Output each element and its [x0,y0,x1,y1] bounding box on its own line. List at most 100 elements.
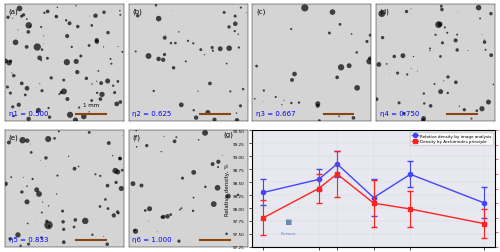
Point [426,104,434,108]
Point [23,87,31,91]
Point [400,112,408,116]
Point [88,233,96,237]
Point [72,5,80,9]
Point [88,24,96,28]
Point [239,88,247,92]
Point [32,188,40,192]
Point [201,131,209,135]
Point [290,73,298,77]
Point [430,83,438,87]
Point [60,227,68,231]
Point [12,38,20,42]
Point [208,162,216,166]
Point [464,49,472,53]
Point [82,77,90,81]
Point [35,192,43,196]
Point [287,28,295,32]
Point [403,73,411,77]
Point [235,46,243,50]
Point [159,58,167,62]
Point [168,10,175,14]
Point [26,142,34,146]
Point [234,33,242,37]
Point [32,86,40,90]
Point [106,58,114,62]
Point [138,184,145,188]
Point [399,54,407,58]
Point [98,93,106,97]
Point [70,225,78,229]
Point [38,236,46,240]
Point [60,240,68,244]
Point [80,115,88,119]
Point [478,33,486,37]
Point [10,74,18,78]
Point [4,86,12,90]
Point [436,90,444,94]
Point [328,11,336,15]
Point [154,58,162,62]
Point [145,219,153,223]
Point [189,209,197,213]
Point [432,34,440,38]
Point [118,187,126,191]
Point [166,213,174,217]
Point [168,192,176,196]
Point [20,90,28,94]
Point [38,211,46,215]
Point [190,196,198,200]
Point [116,157,124,161]
Text: ▪: ▪ [285,216,292,226]
Point [100,11,108,15]
Point [230,30,238,34]
Point [64,143,72,147]
Point [487,13,495,17]
Point [108,62,116,67]
Point [77,55,85,59]
Point [390,55,398,59]
Point [214,160,222,164]
Point [52,192,60,196]
Point [4,16,12,20]
Point [20,176,28,180]
Point [487,54,495,58]
Text: (d): (d) [380,9,390,15]
Point [96,174,104,178]
Point [118,51,126,55]
Point [18,82,26,86]
Point [216,48,224,52]
Point [484,61,492,65]
Point [407,8,415,12]
Point [280,99,288,103]
Point [62,19,70,23]
Point [74,25,82,29]
Point [15,103,23,107]
Text: η1 = 0.500: η1 = 0.500 [8,111,48,117]
Point [97,82,105,86]
Point [100,234,108,238]
Point [68,46,76,50]
Point [66,113,74,117]
Point [24,242,32,246]
Point [419,119,427,123]
Point [170,67,177,71]
Point [88,83,96,87]
Point [24,222,32,226]
Point [350,116,358,120]
Point [88,99,96,103]
Point [109,84,117,88]
Point [8,17,16,21]
Point [130,228,138,232]
Point [102,198,110,202]
Point [438,42,446,46]
Point [17,190,25,194]
Point [92,80,100,84]
Point [468,117,475,121]
Point [378,13,386,17]
Point [214,186,222,190]
Point [333,76,341,80]
Point [234,193,242,197]
Point [410,55,418,59]
Point [478,107,486,111]
Point [407,67,415,71]
